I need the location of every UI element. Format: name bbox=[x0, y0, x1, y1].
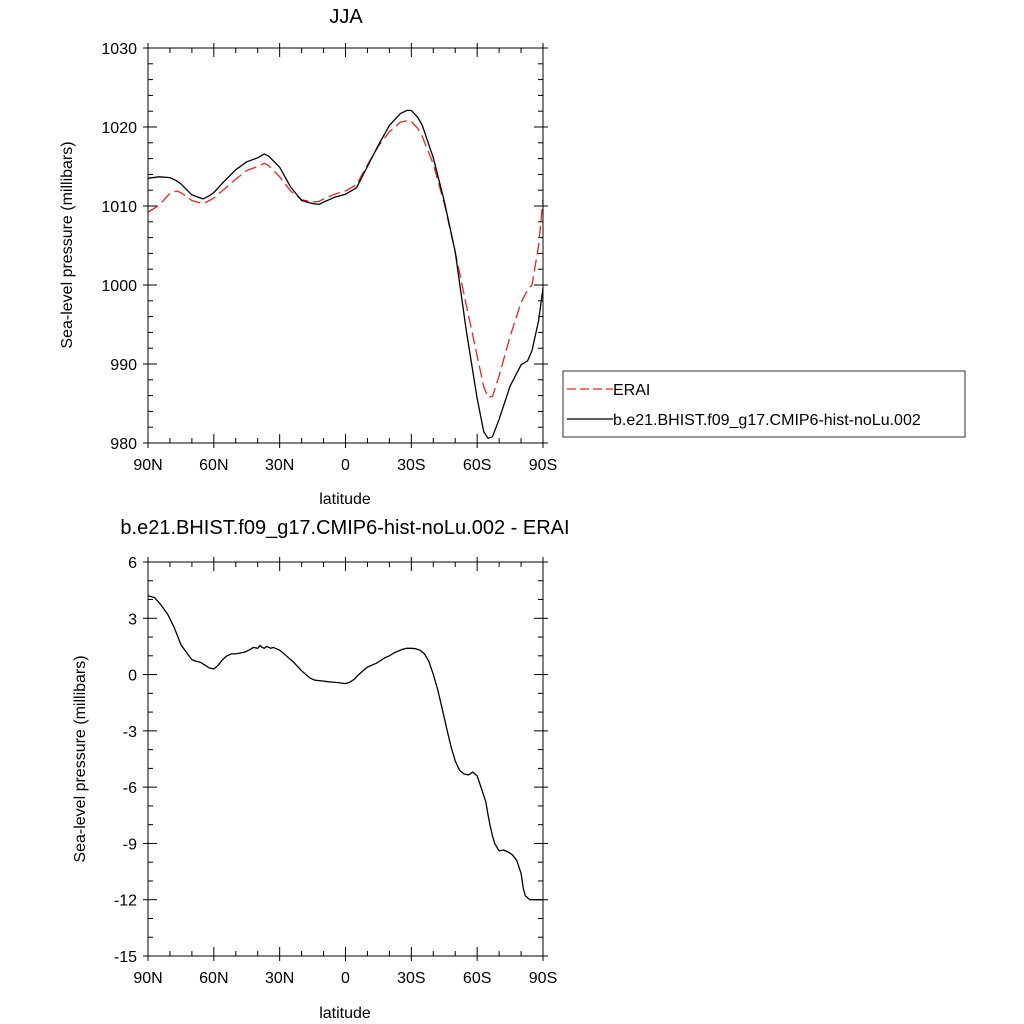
bottom-axes: 90N 60N 30N 0 30S 60S 90S -15 -12 -9 -6 -3 0 3 6 bbox=[114, 555, 557, 987]
top-series-line-0 bbox=[147, 120, 544, 398]
top-plot-frame bbox=[147, 47, 544, 444]
top-y-tick-label: 1020 bbox=[101, 120, 137, 137]
bottom-y-tick-label: 0 bbox=[128, 668, 137, 685]
legend-box bbox=[562, 370, 966, 438]
legend: ERAI b.e21.BHIST.f09_g17.CMIP6-hist-noLu… bbox=[562, 370, 966, 438]
top-y-tick-label: 1030 bbox=[101, 41, 137, 58]
top-x-tick-label: 0 bbox=[341, 457, 350, 474]
bottom-panel: b.e21.BHIST.f09_g17.CMIP6-hist-noLu.002 … bbox=[72, 517, 570, 1022]
bottom-y-tick-label: 6 bbox=[128, 555, 137, 572]
top-x-tick-label: 60S bbox=[463, 457, 491, 474]
bottom-y-axis-label: Sea-level pressure (millibars) bbox=[72, 655, 89, 862]
bottom-series-group bbox=[147, 595, 543, 901]
bottom-y-tick-label: -6 bbox=[123, 780, 137, 797]
bottom-x-tick-label: 60S bbox=[463, 970, 491, 987]
top-y-tick-label: 1000 bbox=[101, 278, 137, 295]
top-x-tick-label: 90N bbox=[133, 457, 162, 474]
bottom-y-tick-label: 3 bbox=[128, 611, 137, 628]
top-y-tick-label: 980 bbox=[110, 436, 137, 453]
top-x-tick-label: 60N bbox=[199, 457, 228, 474]
top-y-tick-label: 1010 bbox=[101, 199, 137, 216]
top-x-axis-label: latitude bbox=[319, 491, 371, 508]
bottom-x-tick-label: 30N bbox=[265, 970, 294, 987]
top-x-tick-label: 30N bbox=[265, 457, 294, 474]
bottom-plot-frame bbox=[147, 561, 544, 957]
bottom-x-tick-label: 0 bbox=[341, 970, 350, 987]
bottom-chart-title: b.e21.BHIST.f09_g17.CMIP6-hist-noLu.002 … bbox=[120, 517, 569, 539]
top-panel: JJA 90N 60N 30N 0 30S 60S 90S 980 990 1000 1010 102… bbox=[59, 6, 966, 508]
bottom-x-tick-label: 30S bbox=[397, 970, 425, 987]
bottom-y-tick-label: -3 bbox=[123, 724, 137, 741]
top-x-tick-label: 30S bbox=[397, 457, 425, 474]
bottom-x-tick-label: 90S bbox=[529, 970, 557, 987]
bottom-series-line-0 bbox=[147, 595, 543, 901]
bottom-x-tick-label: 90N bbox=[133, 970, 162, 987]
top-chart-title: JJA bbox=[329, 6, 363, 28]
bottom-y-tick-label: -15 bbox=[114, 949, 137, 966]
bottom-y-tick-label: -9 bbox=[123, 836, 137, 853]
bottom-y-tick-label: -12 bbox=[114, 893, 137, 910]
bottom-x-axis-label: latitude bbox=[319, 1005, 371, 1022]
top-y-tick-label: 990 bbox=[110, 357, 137, 374]
legend-label-model: b.e21.BHIST.f09_g17.CMIP6-hist-noLu.002 bbox=[613, 412, 921, 429]
top-x-tick-label: 90S bbox=[529, 457, 557, 474]
top-series-line-1 bbox=[147, 109, 544, 439]
top-series-group bbox=[147, 109, 544, 439]
bottom-x-tick-label: 60N bbox=[199, 970, 228, 987]
legend-label-erai: ERAI bbox=[613, 382, 650, 399]
top-y-axis-label: Sea-level pressure (millibars) bbox=[59, 141, 76, 348]
top-axes: 90N 60N 30N 0 30S 60S 90S 980 990 1000 1010 1020 103… bbox=[101, 41, 557, 474]
